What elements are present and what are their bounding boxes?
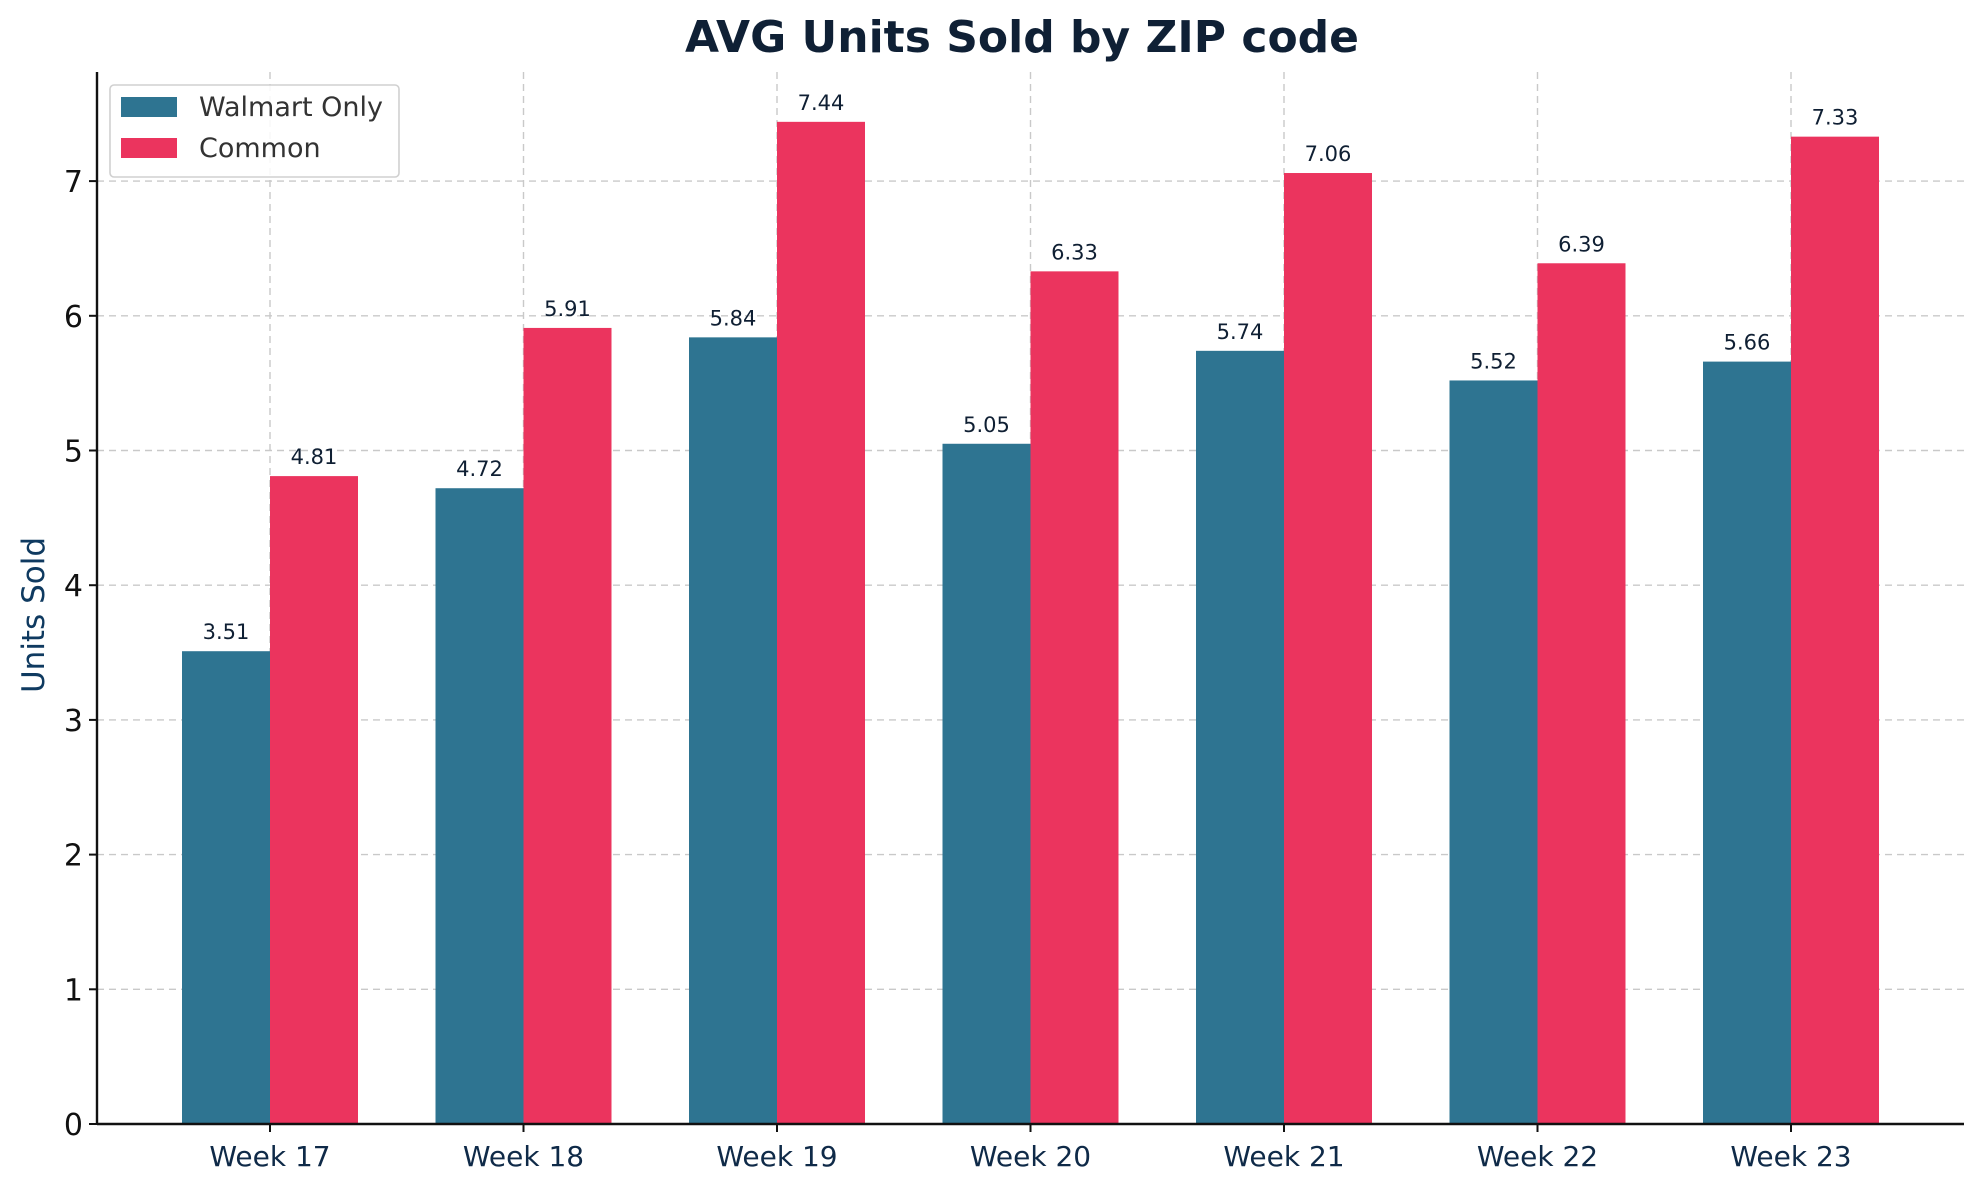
data-label: 4.72 xyxy=(456,457,503,481)
x-tick-label: Week 17 xyxy=(209,1140,330,1173)
data-label: 4.81 xyxy=(291,445,338,469)
data-label: 5.91 xyxy=(544,297,591,321)
legend-box xyxy=(109,84,400,178)
bar-common xyxy=(1284,173,1372,1125)
chart-title: AVG Units Sold by ZIP code xyxy=(685,12,1359,63)
bars xyxy=(182,121,1879,1125)
legend-swatch-walmart-only xyxy=(121,97,177,117)
data-label: 6.33 xyxy=(1051,240,1098,264)
data-labels: 3.51 4.72 5.84 5.05 5.74 5.52 5.66 4.81 5.91 7.44… xyxy=(203,91,1859,644)
data-label: 5.74 xyxy=(1217,320,1264,344)
x-tick-label: Week 18 xyxy=(463,1140,584,1173)
y-tick-label: 6 xyxy=(64,300,83,335)
y-tick-label: 7 xyxy=(64,165,83,200)
bar-common xyxy=(270,476,358,1125)
bar-common xyxy=(523,327,612,1124)
bar-walmart-only xyxy=(1703,361,1791,1125)
y-tick-label: 2 xyxy=(64,839,83,874)
y-tick-label: 3 xyxy=(64,704,83,739)
axes xyxy=(89,72,1964,1132)
y-tick-label: 0 xyxy=(64,1108,83,1143)
data-label: 3.51 xyxy=(203,620,250,644)
bar-walmart-only xyxy=(182,651,270,1124)
bar-walmart-only xyxy=(1449,380,1538,1124)
x-tick-label: Week 22 xyxy=(1477,1140,1598,1173)
data-label: 6.39 xyxy=(1558,232,1605,256)
data-label: 5.66 xyxy=(1724,331,1771,355)
data-label: 7.44 xyxy=(798,91,845,115)
data-label: 5.84 xyxy=(710,306,757,330)
data-label: 7.06 xyxy=(1305,142,1352,166)
legend-swatch-common xyxy=(121,138,177,158)
data-label: 5.52 xyxy=(1470,349,1517,373)
bar-common xyxy=(1537,263,1626,1125)
bar-walmart-only xyxy=(689,337,777,1124)
legend-label-common: Common xyxy=(199,133,321,164)
x-tick-label: Week 23 xyxy=(1730,1140,1851,1173)
bar-walmart-only xyxy=(942,443,1031,1124)
bar-common xyxy=(1030,271,1119,1124)
data-label: 5.05 xyxy=(963,413,1010,437)
x-tick-label: Week 19 xyxy=(716,1140,837,1173)
x-tick-label: Week 21 xyxy=(1223,1140,1344,1173)
y-axis-label: Units Sold xyxy=(16,537,52,693)
y-tick-label: 5 xyxy=(64,435,83,470)
bar-walmart-only xyxy=(435,488,524,1125)
y-tick-label: 1 xyxy=(64,973,83,1008)
bar-common xyxy=(1791,136,1879,1124)
legend-label-walmart-only: Walmart Only xyxy=(199,92,383,123)
y-tick-label: 4 xyxy=(64,569,83,604)
x-tick-label: Week 20 xyxy=(970,1140,1091,1173)
legend: Walmart Only Common xyxy=(109,84,400,178)
bar-common xyxy=(777,121,865,1124)
tick-labels: 0 1 2 3 4 5 6 7 Week 17 Week 18 Week 19 Week 20 Week… xyxy=(64,165,1852,1173)
data-label: 7.33 xyxy=(1812,106,1859,130)
bar-walmart-only xyxy=(1196,350,1284,1124)
